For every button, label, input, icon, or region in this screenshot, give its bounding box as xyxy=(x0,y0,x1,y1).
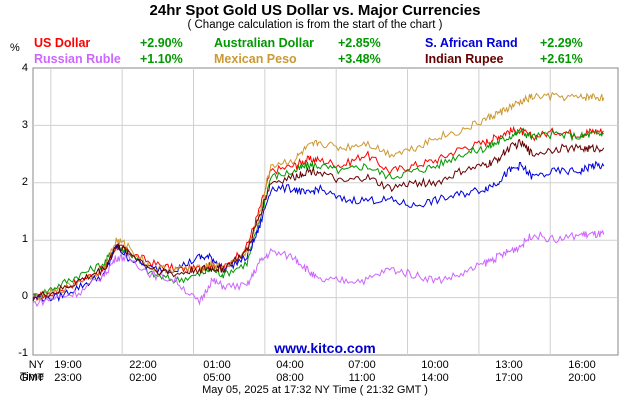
legend-mexican-peso-change: +3.48% xyxy=(338,52,381,66)
x-tick-gmt: 11:00 xyxy=(348,372,376,384)
y-tick-label: 1 xyxy=(21,233,28,245)
y-tick-label: -1 xyxy=(18,347,28,359)
x-tick-ny: 19:00 xyxy=(54,359,82,371)
legend-australian-dollar: Australian Dollar xyxy=(214,36,315,50)
x-tick-gmt: 14:00 xyxy=(421,372,449,384)
series-lines xyxy=(32,91,605,308)
x-tick-gmt: 17:00 xyxy=(495,372,523,384)
x-tick-gmt: 08:00 xyxy=(276,372,304,384)
legend-australian-dollar-change: +2.85% xyxy=(338,36,381,50)
x-tick-ny: 22:00 xyxy=(129,359,157,371)
legend-russian-ruble: Russian Ruble xyxy=(34,52,121,66)
x-tick-gmt: 02:00 xyxy=(129,372,157,384)
plot-frame xyxy=(32,67,619,356)
x-tick-ny: 13:00 xyxy=(495,359,523,371)
legend-us-dollar: US Dollar xyxy=(34,36,91,50)
series-line-australian-dollar xyxy=(32,128,605,301)
legend-south-african-rand-change: +2.29% xyxy=(540,36,583,50)
chart-subtitle: ( Change calculation is from the start o… xyxy=(187,19,443,31)
series-line-indian-rupee xyxy=(32,139,605,302)
x-axis-gmt-label: GMT xyxy=(19,372,44,384)
x-axis-ny-label: NY Time xyxy=(19,359,44,383)
x-tick-ny: 01:00 xyxy=(203,359,231,371)
x-tick-gmt: 20:00 xyxy=(568,372,596,384)
legend-us-dollar-change: +2.90% xyxy=(140,36,183,50)
x-tick-ny: 16:00 xyxy=(568,359,596,371)
x-tick-gmt: 23:00 xyxy=(54,372,82,384)
x-tick-gmt: 05:00 xyxy=(203,372,231,384)
y-tick-label: 2 xyxy=(21,176,28,188)
timestamp-footer: May 05, 2025 at 17:32 NY Time ( 21:32 GM… xyxy=(202,384,428,396)
y-tick-label: 3 xyxy=(21,119,28,131)
y-tick-label: 4 xyxy=(21,62,28,74)
y-tick-label: 0 xyxy=(21,290,28,302)
legend-russian-ruble-change: +1.10% xyxy=(140,52,183,66)
watermark: www.kitco.com xyxy=(273,340,375,356)
y-axis-label: % xyxy=(10,42,20,54)
x-tick-ny: 07:00 xyxy=(348,359,376,371)
x-tick-ny: 10:00 xyxy=(421,359,449,371)
legend-mexican-peso: Mexican Peso xyxy=(214,52,297,66)
x-tick-ny: 04:00 xyxy=(276,359,304,371)
legend-indian-rupee-change: +2.61% xyxy=(540,52,583,66)
series-line-russian-ruble xyxy=(32,229,605,308)
gridlines xyxy=(33,68,618,355)
legend-indian-rupee: Indian Rupee xyxy=(425,52,504,66)
series-line-mexican-peso xyxy=(32,91,605,301)
chart-title: 24hr Spot Gold US Dollar vs. Major Curre… xyxy=(149,2,481,19)
legend-south-african-rand: S. African Rand xyxy=(425,36,518,50)
